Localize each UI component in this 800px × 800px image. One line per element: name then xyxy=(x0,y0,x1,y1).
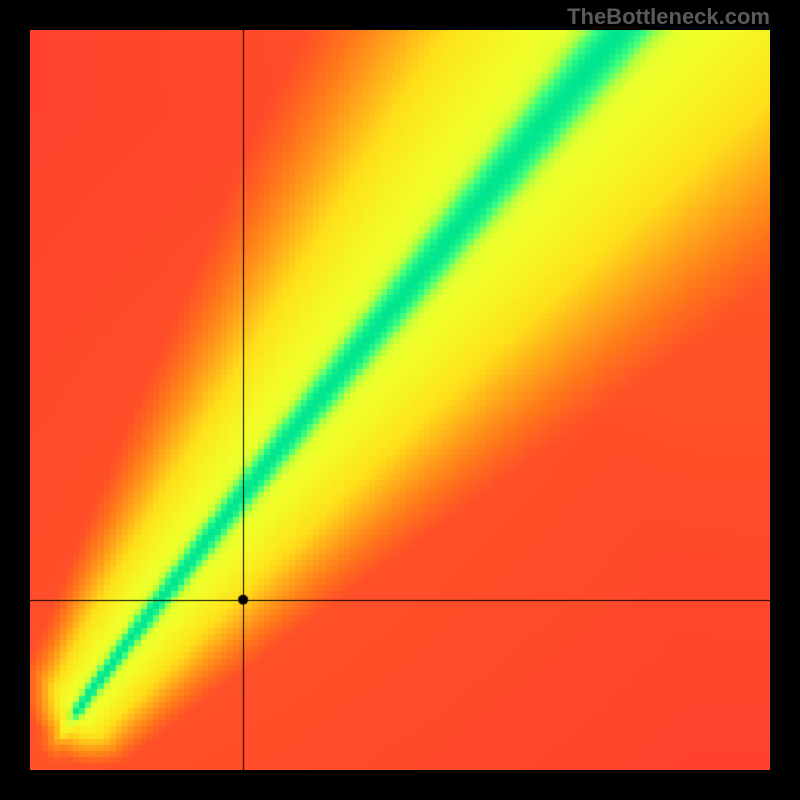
frame-bottom xyxy=(0,770,800,800)
frame-right xyxy=(770,0,800,800)
crosshair-overlay xyxy=(30,30,770,770)
watermark-text: TheBottleneck.com xyxy=(567,4,770,30)
frame-left xyxy=(0,0,30,800)
